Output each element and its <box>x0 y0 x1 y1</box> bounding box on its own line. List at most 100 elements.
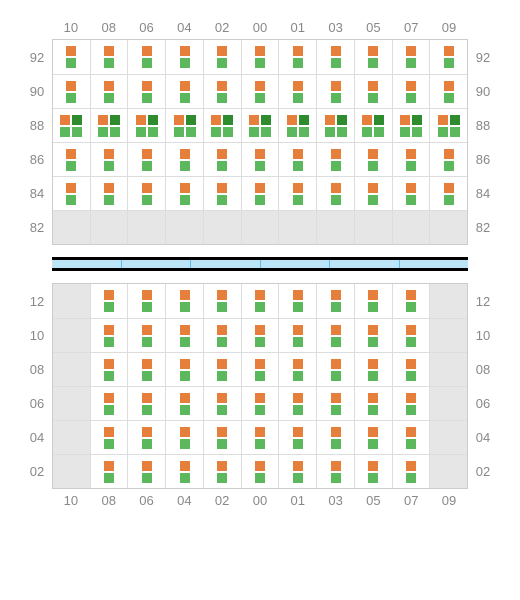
cell-slot[interactable] <box>91 75 129 108</box>
cell-slot[interactable] <box>355 284 393 318</box>
cell-empty[interactable] <box>430 211 467 244</box>
cell-slot[interactable] <box>166 353 204 386</box>
cell-empty[interactable] <box>317 211 355 244</box>
cell-slot[interactable] <box>91 387 129 420</box>
cell-slot[interactable] <box>355 421 393 454</box>
cell-empty[interactable] <box>430 284 467 318</box>
cell-slot[interactable] <box>279 353 317 386</box>
cell-slot[interactable] <box>166 284 204 318</box>
cell-slot[interactable] <box>355 387 393 420</box>
cell-empty[interactable] <box>128 211 166 244</box>
cell-slot[interactable] <box>317 177 355 210</box>
cell-slot[interactable] <box>204 284 242 318</box>
cell-slot[interactable] <box>204 353 242 386</box>
cell-slot[interactable] <box>317 353 355 386</box>
cell-empty[interactable] <box>393 211 431 244</box>
cell-slot[interactable] <box>204 455 242 488</box>
cell-slot[interactable] <box>242 109 280 142</box>
cell-slot[interactable] <box>393 455 431 488</box>
cell-slot[interactable] <box>355 75 393 108</box>
cell-empty[interactable] <box>53 455 91 488</box>
cell-slot[interactable] <box>166 455 204 488</box>
cell-slot[interactable] <box>355 177 393 210</box>
cell-slot[interactable] <box>393 319 431 352</box>
cell-slot[interactable] <box>91 319 129 352</box>
cell-slot[interactable] <box>242 319 280 352</box>
cell-slot[interactable] <box>279 109 317 142</box>
cell-slot[interactable] <box>393 353 431 386</box>
cell-slot[interactable] <box>317 421 355 454</box>
cell-slot[interactable] <box>128 421 166 454</box>
cell-slot[interactable] <box>242 143 280 176</box>
cell-empty[interactable] <box>53 387 91 420</box>
cell-slot[interactable] <box>430 177 467 210</box>
cell-slot[interactable] <box>128 455 166 488</box>
cell-slot[interactable] <box>91 421 129 454</box>
cell-slot[interactable] <box>317 109 355 142</box>
cell-slot[interactable] <box>128 143 166 176</box>
cell-slot[interactable] <box>317 284 355 318</box>
cell-slot[interactable] <box>166 387 204 420</box>
cell-slot[interactable] <box>128 40 166 74</box>
cell-empty[interactable] <box>430 319 467 352</box>
cell-empty[interactable] <box>53 284 91 318</box>
cell-slot[interactable] <box>91 143 129 176</box>
cell-slot[interactable] <box>279 319 317 352</box>
cell-slot[interactable] <box>317 75 355 108</box>
cell-empty[interactable] <box>355 211 393 244</box>
cell-empty[interactable] <box>430 353 467 386</box>
cell-slot[interactable] <box>53 40 91 74</box>
cell-slot[interactable] <box>91 353 129 386</box>
cell-slot[interactable] <box>393 421 431 454</box>
cell-slot[interactable] <box>166 319 204 352</box>
cell-slot[interactable] <box>128 109 166 142</box>
cell-slot[interactable] <box>166 40 204 74</box>
cell-slot[interactable] <box>393 284 431 318</box>
cell-slot[interactable] <box>393 109 431 142</box>
cell-slot[interactable] <box>317 455 355 488</box>
cell-empty[interactable] <box>242 211 280 244</box>
cell-slot[interactable] <box>128 319 166 352</box>
cell-slot[interactable] <box>279 177 317 210</box>
cell-slot[interactable] <box>355 143 393 176</box>
cell-slot[interactable] <box>393 387 431 420</box>
cell-empty[interactable] <box>91 211 129 244</box>
cell-empty[interactable] <box>279 211 317 244</box>
cell-empty[interactable] <box>204 211 242 244</box>
cell-slot[interactable] <box>91 177 129 210</box>
cell-slot[interactable] <box>279 455 317 488</box>
cell-slot[interactable] <box>393 40 431 74</box>
cell-slot[interactable] <box>317 319 355 352</box>
cell-slot[interactable] <box>430 143 467 176</box>
cell-slot[interactable] <box>242 387 280 420</box>
cell-slot[interactable] <box>242 75 280 108</box>
cell-slot[interactable] <box>317 387 355 420</box>
cell-slot[interactable] <box>204 319 242 352</box>
cell-slot[interactable] <box>91 40 129 74</box>
cell-slot[interactable] <box>128 387 166 420</box>
cell-slot[interactable] <box>393 75 431 108</box>
cell-empty[interactable] <box>430 387 467 420</box>
cell-slot[interactable] <box>355 353 393 386</box>
cell-slot[interactable] <box>166 109 204 142</box>
cell-slot[interactable] <box>279 284 317 318</box>
cell-slot[interactable] <box>279 387 317 420</box>
cell-slot[interactable] <box>128 353 166 386</box>
cell-slot[interactable] <box>242 40 280 74</box>
cell-slot[interactable] <box>355 40 393 74</box>
cell-slot[interactable] <box>242 353 280 386</box>
cell-slot[interactable] <box>91 109 129 142</box>
cell-slot[interactable] <box>430 109 467 142</box>
cell-empty[interactable] <box>53 353 91 386</box>
cell-slot[interactable] <box>128 284 166 318</box>
cell-slot[interactable] <box>242 421 280 454</box>
cell-slot[interactable] <box>279 75 317 108</box>
cell-slot[interactable] <box>355 319 393 352</box>
cell-slot[interactable] <box>128 75 166 108</box>
cell-slot[interactable] <box>242 177 280 210</box>
cell-slot[interactable] <box>430 75 467 108</box>
cell-slot[interactable] <box>166 421 204 454</box>
cell-slot[interactable] <box>166 75 204 108</box>
cell-slot[interactable] <box>204 421 242 454</box>
cell-slot[interactable] <box>355 109 393 142</box>
